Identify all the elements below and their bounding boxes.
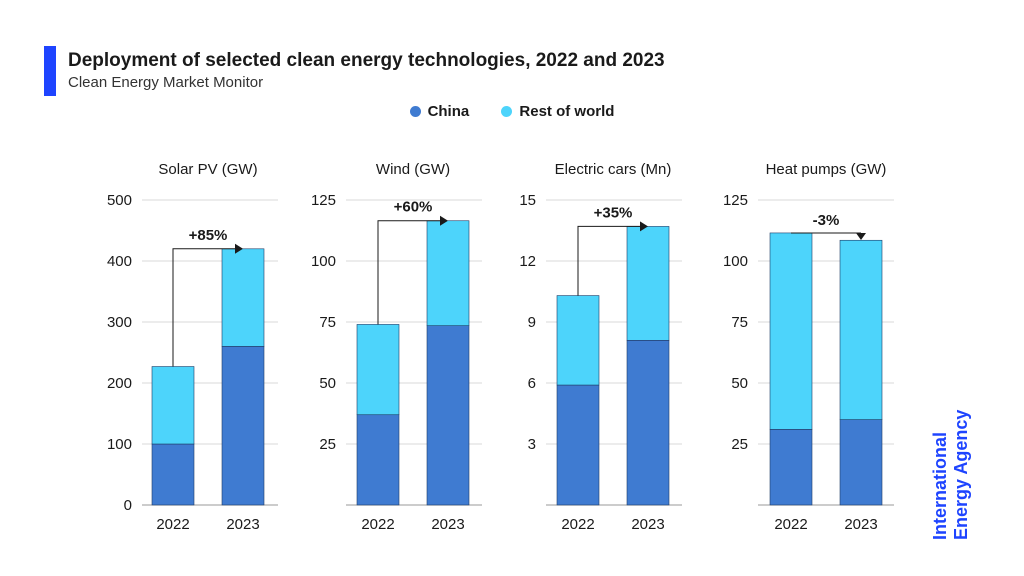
panel-1-bar-china-2023	[221, 346, 265, 506]
panel-4-y-tick-label: 100	[723, 253, 748, 270]
panel-2-y-tick-label: 125	[311, 192, 336, 209]
panel-4-title: Heat pumps (GW)	[766, 161, 887, 178]
panel-3-y-tick-label: 15	[519, 192, 536, 209]
panel-3-bar-china-2022	[556, 384, 600, 506]
legend-item-china: China	[409, 103, 470, 120]
panel-1-y-tick-label: 100	[107, 436, 132, 453]
panel-3-y-tick-label: 9	[528, 314, 536, 331]
panel-3-y-tick-label: 6	[528, 375, 536, 392]
legend-swatch-rest-of-world	[501, 106, 513, 117]
panel-3-title: Electric cars (Mn)	[555, 161, 672, 178]
panel-1-growth-connector	[172, 248, 235, 367]
panel-4-y-tick-label: 125	[723, 192, 748, 209]
panel-1-y-tick-label: 0	[124, 497, 132, 514]
chart-title: Deployment of selected clean energy tech…	[68, 50, 665, 71]
panel-3-bar-rest-of-world-2023	[626, 226, 670, 341]
iea-logo-line-2: Energy Agency	[951, 409, 971, 540]
panel-1-title: Solar PV (GW)	[158, 161, 257, 178]
panel-3-y-tick-label: 3	[528, 436, 536, 453]
legend: China Rest of world	[0, 103, 1024, 121]
panel-4-x-tick-label: 2023	[844, 516, 877, 533]
panel-1-x-tick-label: 2023	[226, 516, 259, 533]
legend-item-rest-of-world: Rest of world	[501, 103, 614, 120]
title-accent-bar	[44, 46, 56, 96]
panel-1-y-tick-label: 200	[107, 375, 132, 392]
panel-4-y-tick-label: 50	[731, 375, 748, 392]
panel-3-bar-china-2023	[626, 339, 670, 506]
legend-label-rest-of-world: Rest of world	[519, 103, 615, 120]
panel-2-x-tick-label: 2022	[361, 516, 394, 533]
legend-label-china: China	[427, 103, 470, 120]
panel-2-x-tick-label: 2023	[431, 516, 464, 533]
panel-3-growth-arrow	[640, 221, 648, 232]
iea-logo-line-1: International	[930, 431, 950, 540]
panel-1-bar-rest-of-world-2022	[151, 366, 195, 445]
panel-1-bar-rest-of-world-2023	[221, 248, 265, 347]
panel-2-annotation: +60%	[394, 199, 433, 216]
panel-2-growth-connector	[377, 220, 440, 325]
panel-2-y-tick-label: 50	[319, 375, 336, 392]
panel-3-bar-rest-of-world-2022	[556, 295, 600, 386]
panel-2-y-tick-label: 75	[319, 314, 336, 331]
panel-1-y-tick-label: 400	[107, 253, 132, 270]
panel-4-y-tick-label: 25	[731, 436, 748, 453]
panel-1-x-tick-label: 2022	[156, 516, 189, 533]
panel-3-x-tick-label: 2023	[631, 516, 664, 533]
panel-2-y-tick-label: 100	[311, 253, 336, 270]
chart-subtitle: Clean Energy Market Monitor	[68, 74, 264, 91]
panel-2-y-tick-label: 25	[319, 436, 336, 453]
panel-2-title: Wind (GW)	[376, 161, 450, 178]
panel-3-y-tick-label: 12	[519, 253, 536, 270]
panel-1-y-tick-label: 300	[107, 314, 132, 331]
panel-2-growth-arrow	[440, 215, 448, 226]
panel-4-x-tick-label: 2022	[774, 516, 807, 533]
panel-3-x-tick-label: 2022	[561, 516, 594, 533]
panel-1-growth-arrow	[235, 243, 243, 254]
panel-4-bar-china-2023	[839, 419, 883, 506]
panel-4-y-tick-label: 75	[731, 314, 748, 331]
panel-4-bar-china-2022	[769, 429, 813, 506]
panel-4-growth-arrow	[856, 232, 866, 240]
panel-1-annotation: +85%	[189, 227, 228, 244]
panel-4-bar-rest-of-world-2023	[839, 239, 883, 420]
panel-2-bar-rest-of-world-2023	[426, 220, 470, 326]
panel-2-bar-china-2022	[356, 414, 400, 506]
panel-4-annotation: -3%	[813, 212, 840, 229]
iea-logo-text: International Energy Agency	[930, 410, 972, 540]
panel-2-bar-rest-of-world-2022	[356, 324, 400, 416]
panel-4-bar-rest-of-world-2022	[769, 232, 813, 430]
panel-2-bar-china-2023	[426, 325, 470, 506]
legend-swatch-china	[409, 106, 421, 117]
panel-3-annotation: +35%	[594, 204, 633, 221]
panel-1-y-tick-label: 500	[107, 192, 132, 209]
panel-1-bar-china-2022	[151, 443, 195, 506]
iea-logo: International Energy Agency	[930, 390, 990, 540]
panel-3-growth-connector	[577, 225, 640, 296]
